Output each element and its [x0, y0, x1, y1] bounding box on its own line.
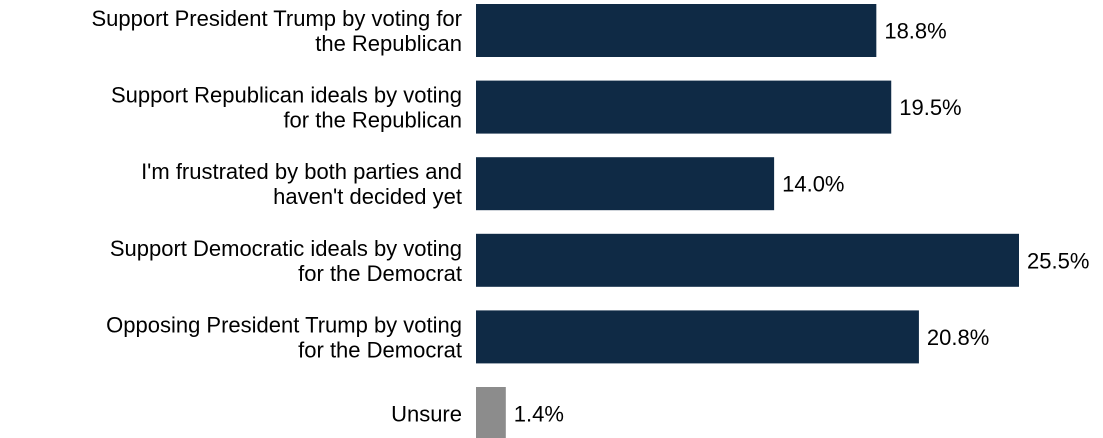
- value-label-6: 1.4%: [514, 402, 564, 427]
- bar-6: [476, 387, 506, 438]
- value-label-3: 14.0%: [782, 172, 844, 197]
- category-label-5-line-2: for the Democrat: [298, 337, 462, 362]
- category-label-5-line-1: Opposing President Trump by voting: [106, 312, 462, 337]
- bar-5: [476, 310, 919, 364]
- value-label-1: 18.8%: [884, 19, 946, 44]
- value-label-5: 20.8%: [927, 325, 989, 350]
- category-label-4-line-1: Support Democratic ideals by voting: [110, 236, 462, 261]
- bars-layer: [476, 4, 1019, 438]
- category-label-3-line-2: haven't decided yet: [273, 184, 462, 209]
- bar-3: [476, 157, 775, 211]
- bar-2: [476, 80, 892, 134]
- bar-1: [476, 4, 877, 57]
- labels-layer: 18.8% Support President Trump by voting f…: [91, 6, 1089, 427]
- category-label-6-line-1: Unsure: [391, 402, 462, 427]
- bar-4: [476, 233, 1019, 287]
- category-label-2-line-1: Support Republican ideals by voting: [111, 83, 462, 108]
- value-label-4: 25.5%: [1027, 248, 1089, 273]
- category-label-3-line-1: I'm frustrated by both parties and: [141, 159, 462, 184]
- category-label-4-line-2: for the Democrat: [298, 261, 462, 286]
- category-label-1-line-1: Support President Trump by voting for: [91, 6, 462, 31]
- category-label-2-line-2: for the Republican: [283, 108, 462, 133]
- value-label-2: 19.5%: [899, 95, 961, 120]
- category-label-1-line-2: the Republican: [315, 31, 462, 56]
